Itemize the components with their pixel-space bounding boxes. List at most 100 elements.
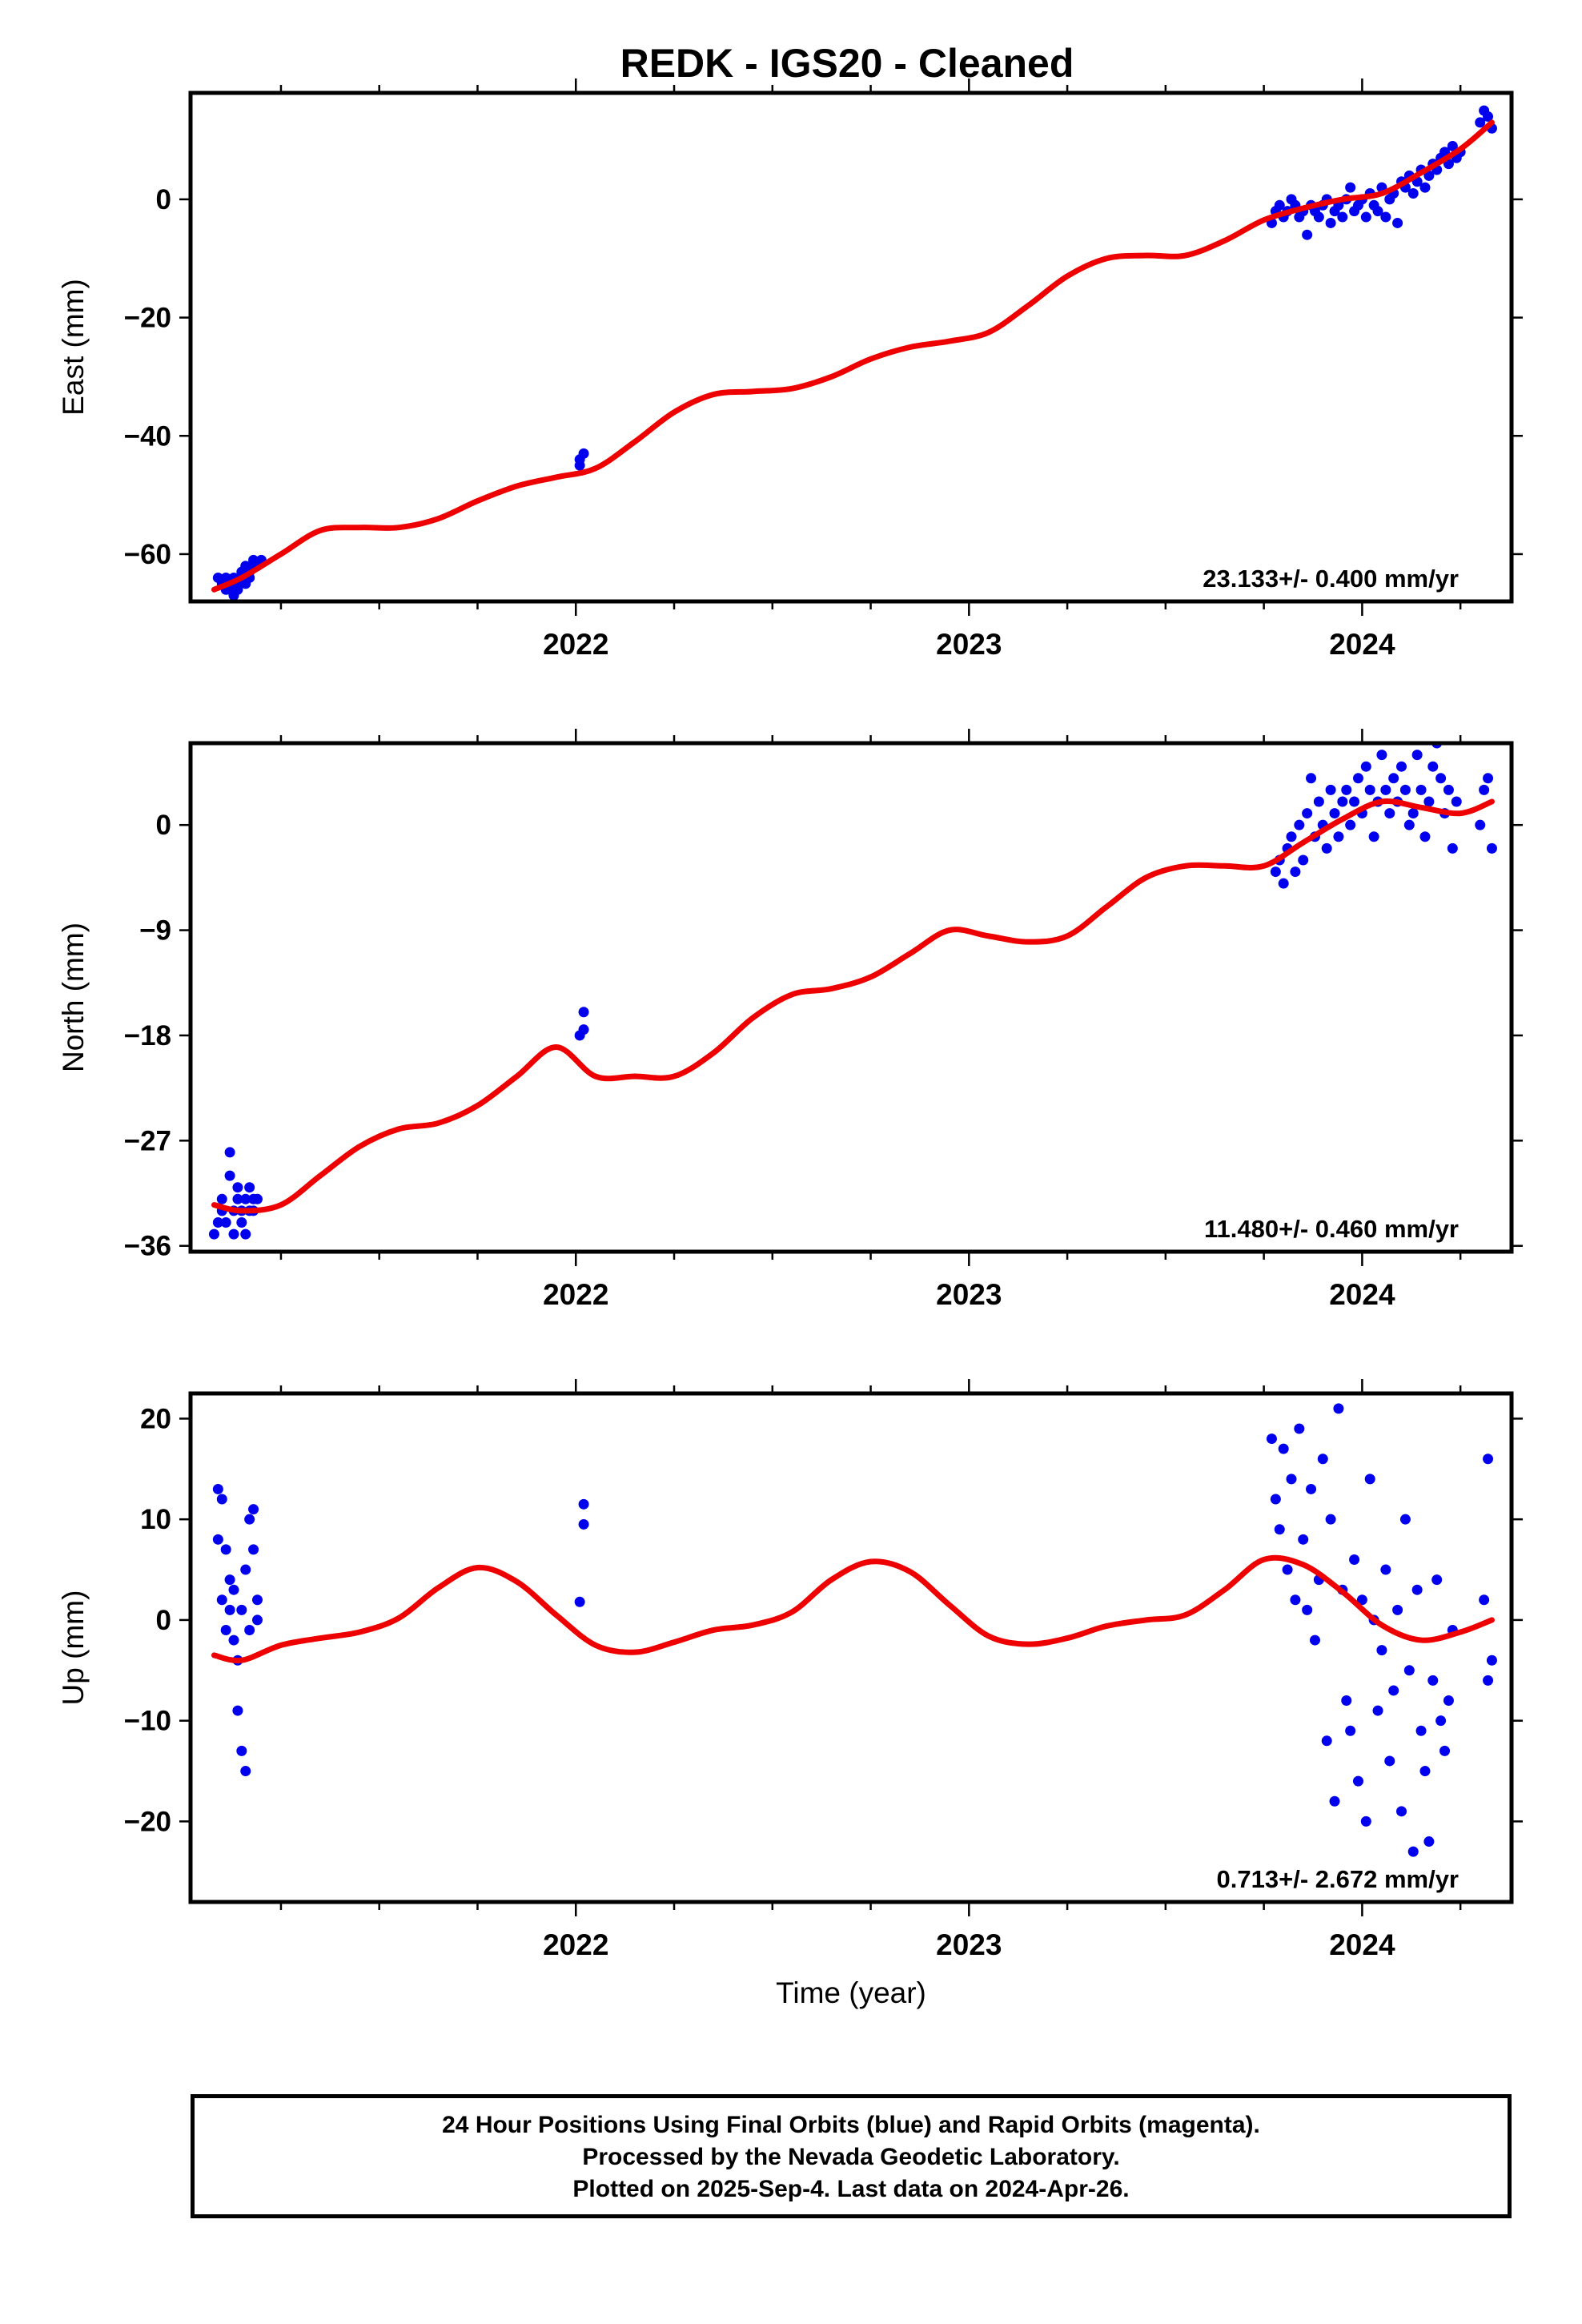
y-tick-label: −60	[124, 539, 171, 570]
data-point	[1423, 796, 1435, 807]
data-point	[1360, 761, 1371, 772]
data-point	[1294, 819, 1305, 830]
data-point	[578, 1024, 589, 1035]
processing-info-box: 24 Hour Positions Using Final Orbits (bl…	[191, 2094, 1512, 2218]
data-point	[1486, 842, 1497, 854]
data-point	[1435, 1715, 1447, 1727]
data-point	[1329, 1795, 1340, 1807]
data-point	[1372, 206, 1383, 217]
data-point	[1419, 831, 1431, 842]
data-point	[240, 1564, 251, 1575]
data-point	[244, 1182, 255, 1193]
data-point	[1290, 1594, 1301, 1606]
data-point	[1415, 784, 1427, 795]
data-point	[1399, 1514, 1411, 1525]
data-point	[1407, 1846, 1419, 1857]
data-point	[1415, 1725, 1427, 1736]
data-point	[1439, 1745, 1451, 1756]
data-point	[1345, 182, 1356, 193]
data-point	[1380, 211, 1391, 223]
x-tick-label: 2022	[543, 1278, 608, 1311]
data-point	[232, 1193, 243, 1204]
data-point	[1479, 784, 1490, 795]
x-tick-label: 2024	[1329, 628, 1395, 661]
y-tick-label: 0	[156, 1605, 171, 1636]
x-tick-label: 2022	[543, 1928, 608, 1961]
data-point	[1329, 808, 1340, 819]
data-point	[1427, 761, 1439, 772]
data-point	[236, 1745, 247, 1756]
data-point	[1325, 1514, 1336, 1525]
data-point	[240, 1766, 251, 1777]
up-panel: −20 −10 0 10 20 2022 2023 2024 Up (mm) Time (year…	[57, 1379, 1523, 2009]
data-point	[251, 1594, 263, 1606]
data-point	[251, 1193, 263, 1204]
data-point	[1345, 1725, 1356, 1736]
figure-title: REDK - IGS20 - Cleaned	[620, 41, 1074, 86]
data-point	[1302, 229, 1313, 240]
model-fit-line	[211, 1554, 1495, 1664]
data-point	[1384, 808, 1395, 819]
data-point	[1274, 199, 1285, 211]
data-point	[224, 1147, 235, 1158]
data-point	[1298, 854, 1309, 866]
data-point	[216, 1594, 227, 1606]
y-tick-label: −20	[124, 303, 171, 334]
data-point	[1352, 1775, 1363, 1787]
data-point	[1290, 866, 1301, 878]
data-point	[220, 1544, 231, 1555]
data-point	[1423, 170, 1435, 181]
y-axis-label: North (mm)	[57, 923, 90, 1072]
data-point	[1337, 796, 1348, 807]
y-tick-label: −9	[139, 915, 171, 947]
x-tick-label: 2023	[936, 1928, 1002, 1961]
data-point	[1388, 1685, 1399, 1696]
data-point	[1368, 831, 1379, 842]
data-point	[248, 1544, 259, 1555]
plot-frame	[188, 741, 1514, 1254]
data-point	[208, 1228, 219, 1240]
plot-frame	[188, 1391, 1514, 1904]
data-point	[244, 1514, 255, 1525]
data-point	[1298, 1534, 1309, 1545]
model-fit-line	[211, 798, 1495, 1214]
data-point	[1282, 1564, 1293, 1575]
data-point	[1483, 1675, 1494, 1686]
data-point	[578, 1007, 589, 1018]
model-fit-line	[211, 119, 1495, 593]
data-point	[1313, 796, 1324, 807]
data-point	[1313, 211, 1324, 223]
y-axis-label: Up (mm)	[57, 1590, 90, 1706]
velocity-rate-label: 11.480+/- 0.460 mm/yr	[1204, 1215, 1459, 1243]
data-point	[1443, 784, 1454, 795]
data-point	[1270, 866, 1281, 878]
y-tick-label: −20	[124, 1806, 171, 1837]
data-point	[1337, 211, 1348, 223]
data-point	[1302, 808, 1313, 819]
data-point	[228, 1228, 239, 1240]
velocity-rate-label: 23.133+/- 0.400 mm/yr	[1203, 565, 1459, 593]
data-point	[1345, 819, 1356, 830]
data-point	[1486, 1655, 1497, 1666]
data-point	[212, 1534, 223, 1545]
x-tick-label: 2023	[936, 1278, 1002, 1311]
data-point	[578, 1518, 589, 1530]
data-point	[216, 1494, 227, 1505]
y-tick-label: −36	[124, 1231, 171, 1262]
y-tick-label: −10	[124, 1706, 171, 1737]
data-point	[240, 1193, 251, 1204]
data-layer	[211, 1403, 1497, 1857]
footer-line-processor: Processed by the Nevada Geodetic Laborat…	[582, 2144, 1120, 2170]
data-point	[224, 1604, 235, 1615]
data-point	[1360, 1815, 1371, 1827]
data-point	[1380, 784, 1391, 795]
data-point	[1266, 1433, 1277, 1445]
data-point	[1286, 831, 1297, 842]
x-axis-label: Time (year)	[776, 1976, 926, 2009]
data-point	[1419, 1766, 1431, 1777]
data-point	[1392, 1604, 1403, 1615]
data-point	[1483, 773, 1494, 784]
data-point	[1407, 808, 1419, 819]
y-tick-label: 10	[140, 1504, 171, 1535]
data-point	[1475, 819, 1486, 830]
